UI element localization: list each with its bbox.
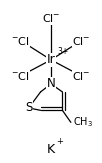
Text: Cl$^{-}$: Cl$^{-}$ — [42, 12, 60, 24]
Text: N: N — [47, 77, 55, 90]
Text: Ir: Ir — [47, 53, 55, 66]
Text: CH$_3$: CH$_3$ — [73, 115, 93, 129]
Text: 3+: 3+ — [57, 47, 68, 56]
Text: +: + — [57, 137, 63, 146]
Text: S: S — [25, 101, 32, 114]
Text: $^{-}$Cl: $^{-}$Cl — [11, 70, 30, 82]
Text: K: K — [47, 143, 55, 156]
Text: Cl$^{-}$: Cl$^{-}$ — [72, 35, 91, 47]
Text: $^{-}$Cl: $^{-}$Cl — [11, 35, 30, 47]
Text: Cl$^{-}$: Cl$^{-}$ — [72, 70, 91, 82]
